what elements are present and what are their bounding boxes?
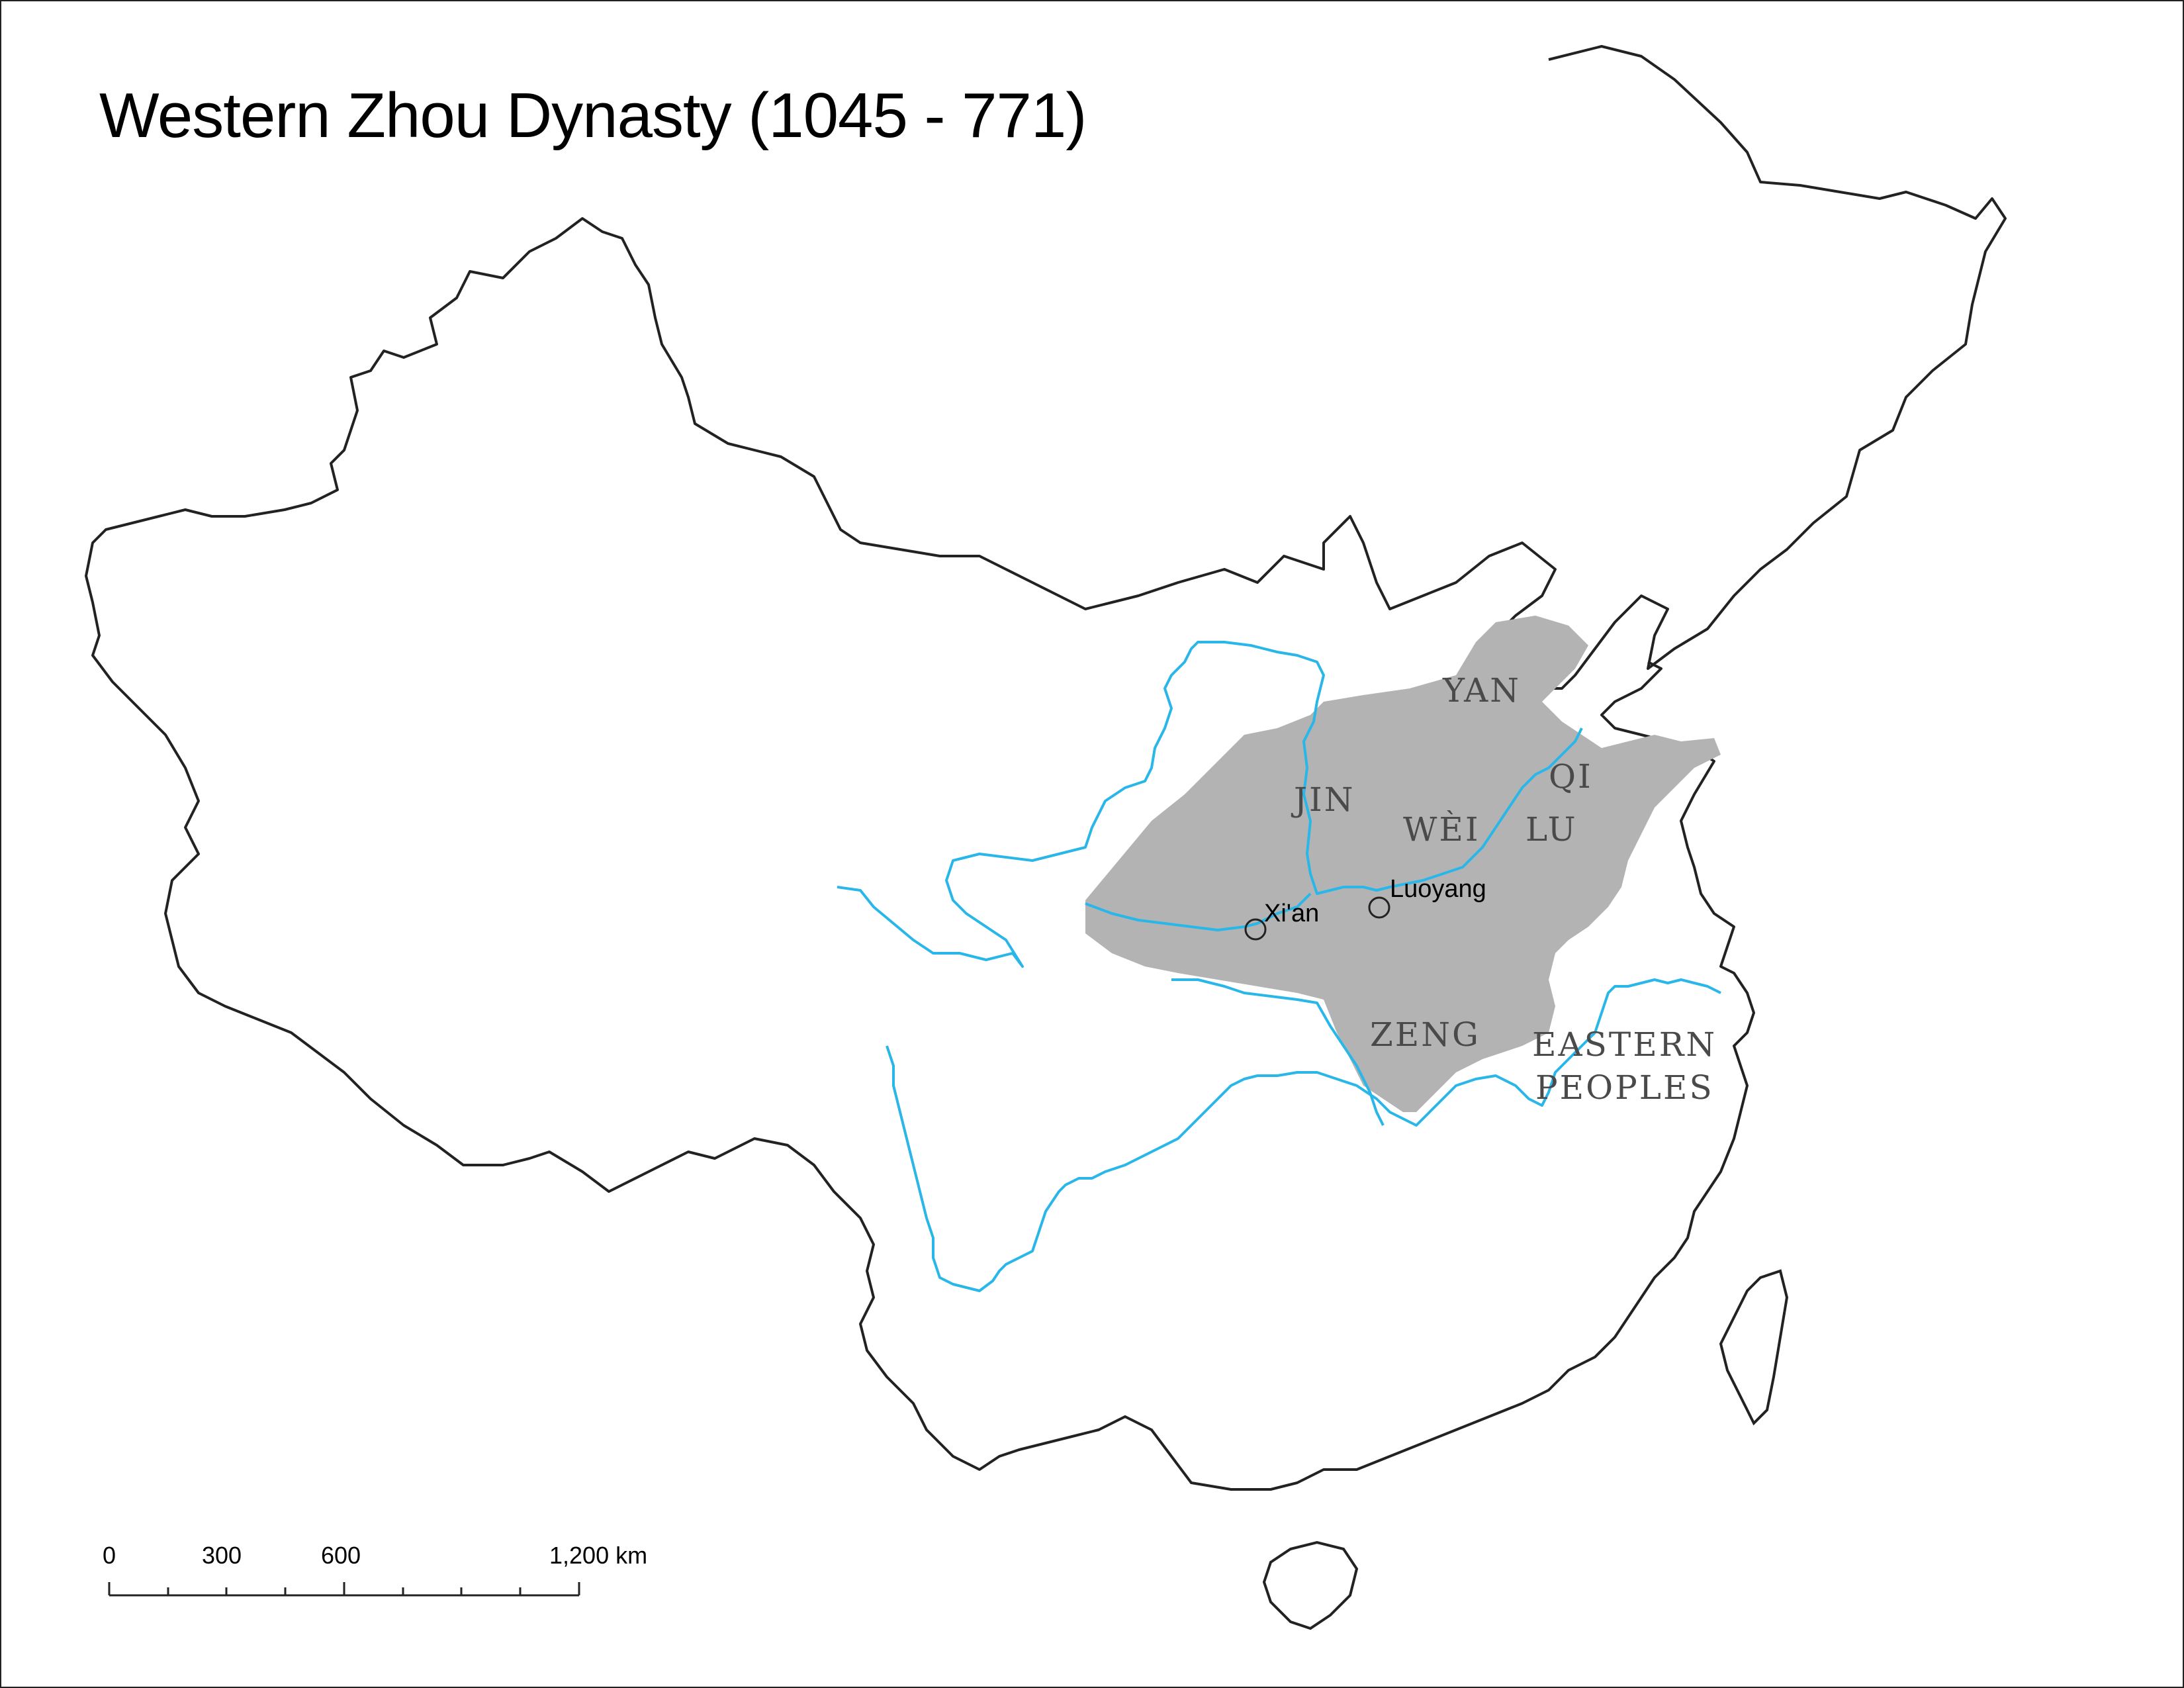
scale-label-600: 600: [321, 1542, 361, 1569]
region-label-jin: JIN: [1291, 780, 1355, 819]
region-label-eastern: EASTERN: [1532, 1025, 1717, 1064]
region-label-yan: YAN: [1442, 671, 1521, 710]
city-label-xian: Xi'an: [1264, 900, 1319, 927]
yangtze-river: [886, 978, 1721, 1292]
city-marker-luoyang: [1368, 896, 1390, 919]
yellow-river: [837, 641, 1583, 968]
china-outline: [85, 45, 2007, 1491]
scale-label-300: 300: [202, 1542, 242, 1569]
city-marker-xian: [1244, 918, 1267, 941]
map-title: Western Zhou Dynasty (1045 - 771): [99, 80, 1087, 151]
region-label-zeng: ZENG: [1370, 1015, 1480, 1054]
region-label-wei: WÈI: [1403, 810, 1480, 849]
hainan-island: [1262, 1540, 1359, 1630]
rivers: [837, 641, 1721, 1292]
region-label-peoples: PEOPLES: [1535, 1068, 1714, 1107]
wei-river: [1085, 892, 1312, 931]
region-label-lu: LU: [1525, 810, 1578, 849]
taiwan-island: [1719, 1269, 1789, 1426]
zhou-territory: [1085, 616, 1721, 1112]
region-label-qi: QI: [1549, 757, 1593, 796]
scale-bar: [108, 1582, 580, 1597]
scale-label-0: 0: [103, 1542, 116, 1569]
scale-label-1200: 1,200 km: [549, 1542, 647, 1569]
han-river: [1171, 978, 1385, 1126]
city-label-luoyang: Luoyang: [1390, 875, 1486, 903]
